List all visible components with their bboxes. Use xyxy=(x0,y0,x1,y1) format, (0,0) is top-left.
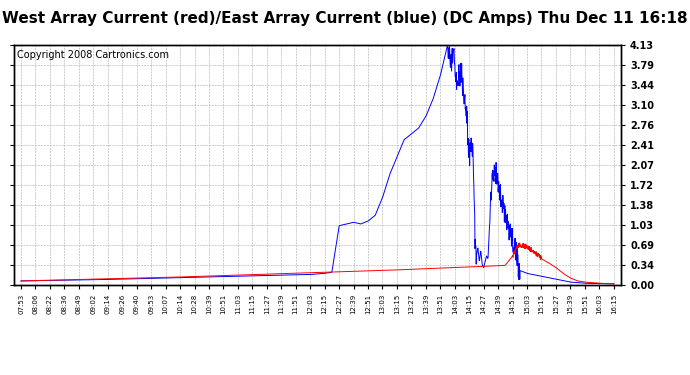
Text: West Array Current (red)/East Array Current (blue) (DC Amps) Thu Dec 11 16:18: West Array Current (red)/East Array Curr… xyxy=(2,11,688,26)
Text: Copyright 2008 Cartronics.com: Copyright 2008 Cartronics.com xyxy=(17,50,169,60)
